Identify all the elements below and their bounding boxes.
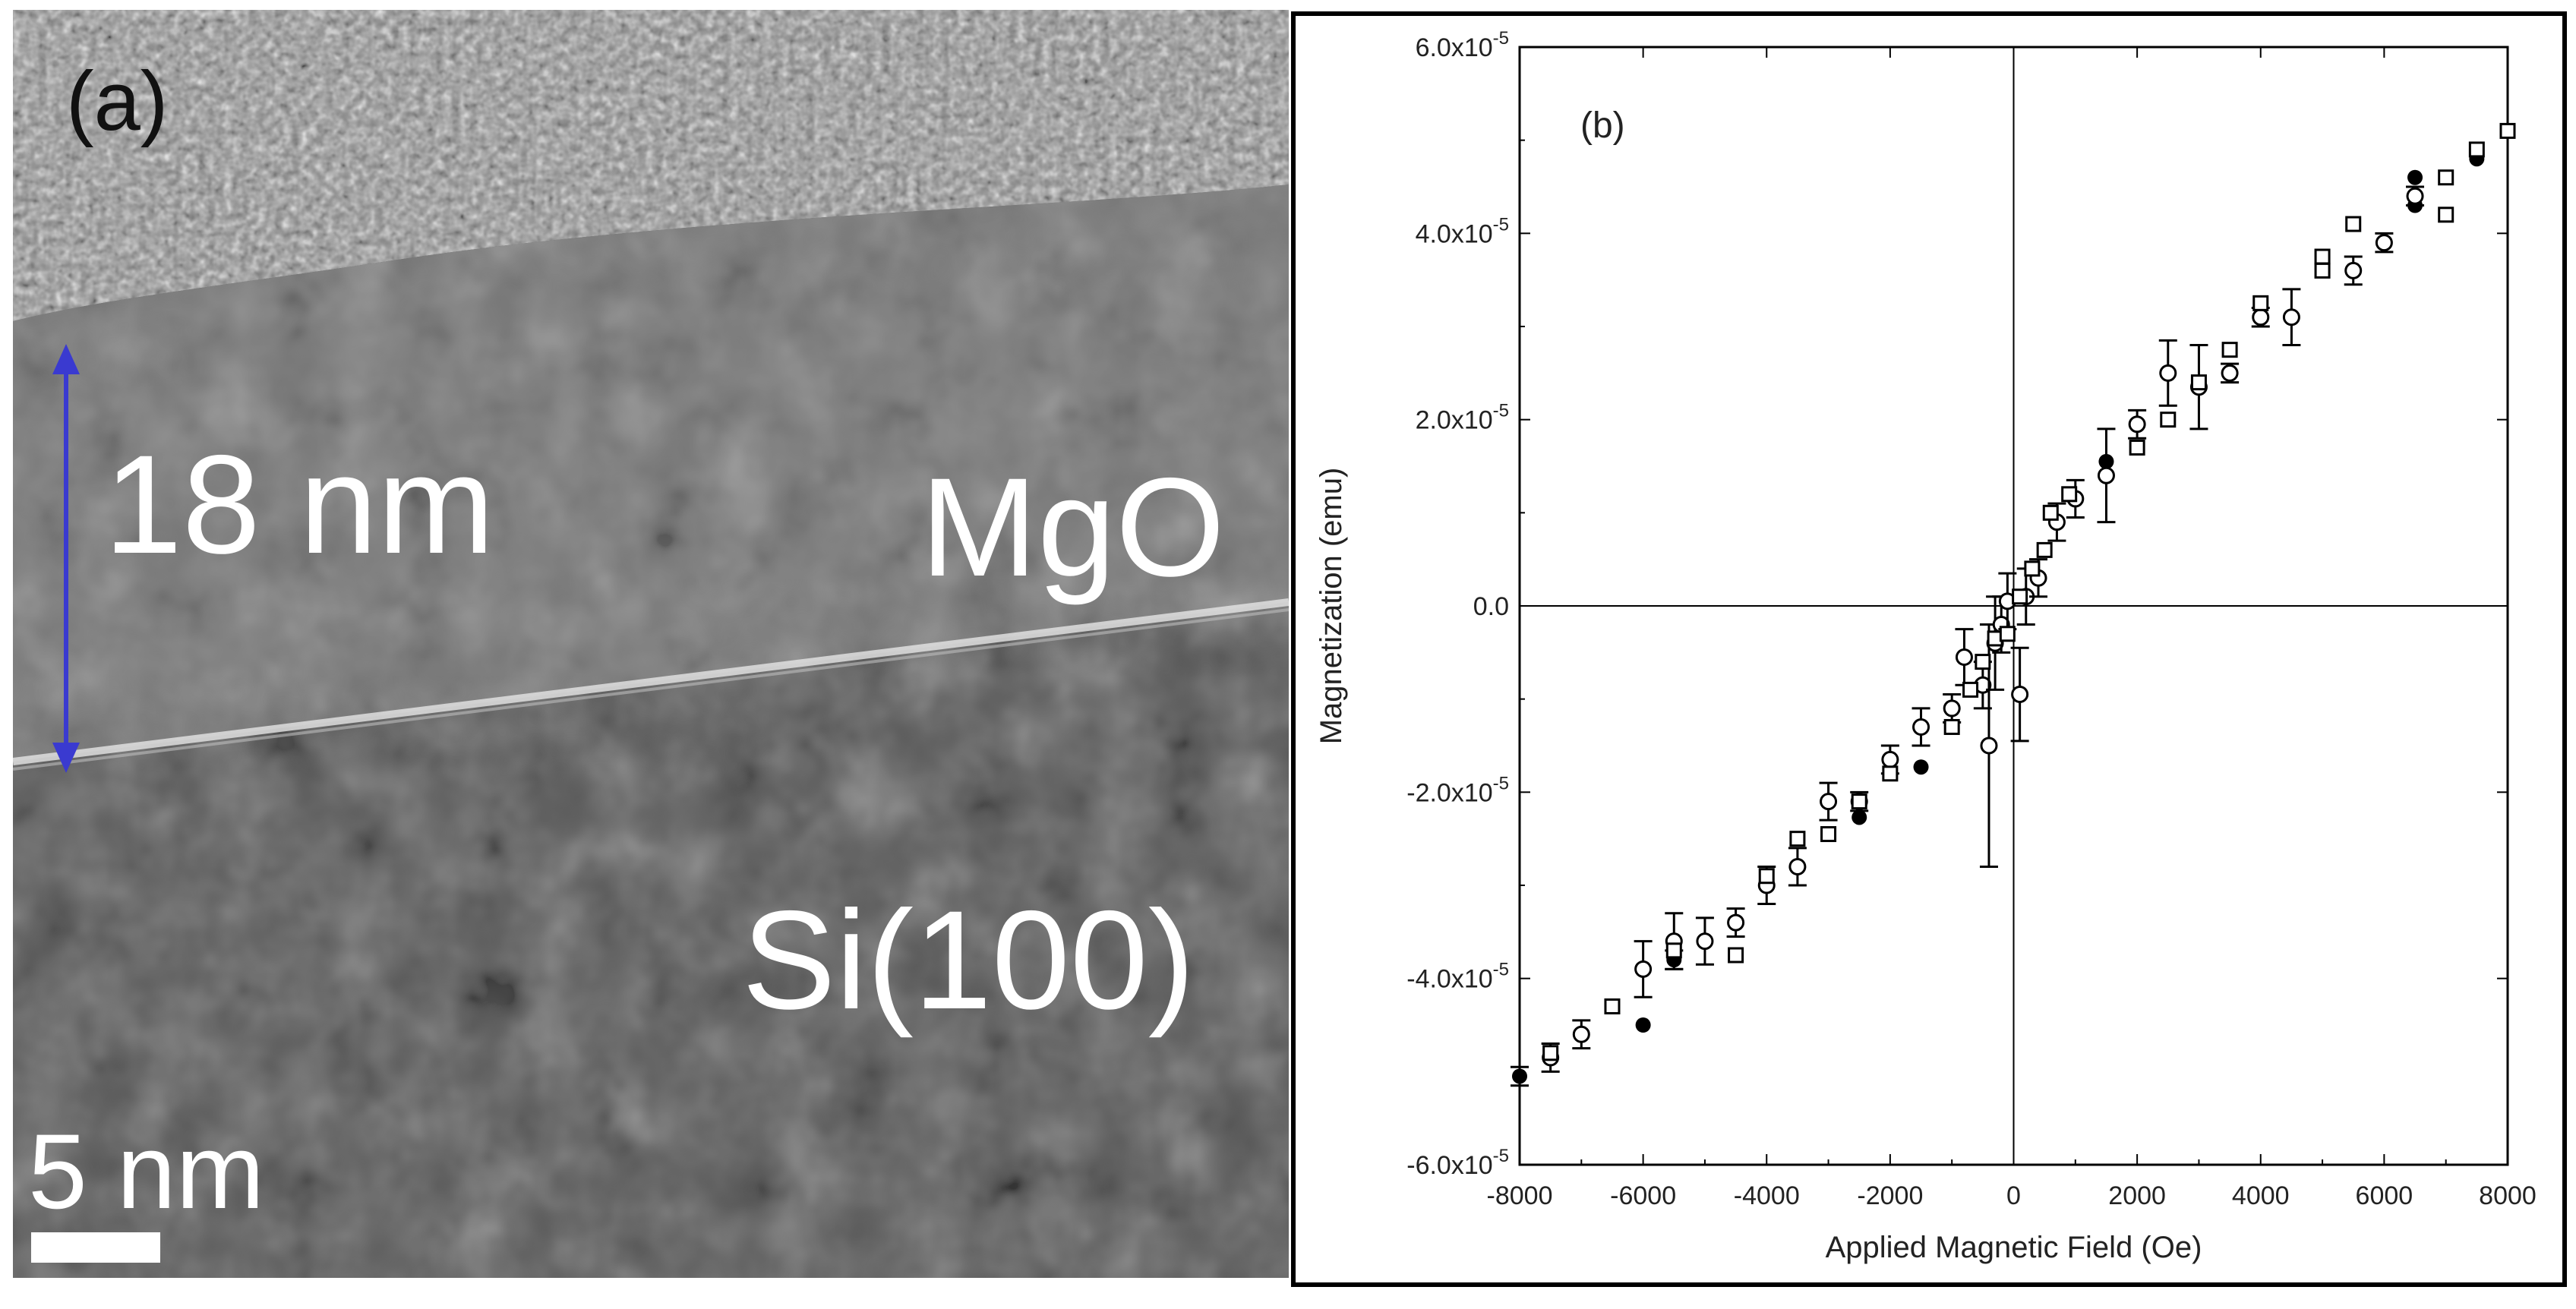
data-point xyxy=(2438,169,2454,186)
x-tick-label: -6000 xyxy=(1610,1181,1676,1210)
data-point xyxy=(1912,718,1930,736)
x-tick-label: 0 xyxy=(2006,1181,2021,1210)
series-open-circles xyxy=(1541,185,2425,1073)
series-open-squares xyxy=(1542,122,2516,1061)
data-point xyxy=(1634,960,1653,978)
data-point xyxy=(1820,826,1837,843)
x-tick-label: 8000 xyxy=(2479,1181,2537,1210)
data-point xyxy=(1962,681,1979,698)
y-tick-label: 2.0x10-5 xyxy=(1416,401,1509,435)
panel-b-label: (b) xyxy=(1580,106,1625,146)
data-point xyxy=(2407,169,2423,185)
data-point xyxy=(2129,439,2145,456)
data-point xyxy=(1913,759,1929,775)
data-point xyxy=(2221,364,2239,382)
data-point xyxy=(1604,998,1621,1014)
y-tick-label: 4.0x10-5 xyxy=(1416,214,1509,248)
data-point xyxy=(1881,750,1899,768)
data-point xyxy=(2314,262,2331,279)
data-point xyxy=(2406,187,2424,205)
data-point xyxy=(2024,560,2041,577)
x-tick-label: 4000 xyxy=(2232,1181,2290,1210)
data-point xyxy=(1727,913,1745,932)
data-point xyxy=(1980,737,1998,755)
data-point xyxy=(2344,261,2363,279)
data-point xyxy=(2097,466,2115,484)
data-point xyxy=(2468,141,2485,158)
data-point xyxy=(2190,374,2207,391)
si-substrate-label: Si(100) xyxy=(742,882,1195,1039)
data-point xyxy=(2012,588,2028,605)
tem-micrograph xyxy=(13,10,1289,1278)
thickness-label: 18 nm xyxy=(104,427,495,583)
data-point xyxy=(2252,308,2270,326)
data-point xyxy=(1758,868,1775,885)
data-point xyxy=(1882,765,1899,782)
scale-bar xyxy=(31,1232,160,1263)
x-tick-label: -2000 xyxy=(1857,1181,1923,1210)
data-point xyxy=(1999,626,2016,642)
data-point xyxy=(1512,1068,1527,1084)
data-point xyxy=(2345,216,2362,232)
x-tick-label: 6000 xyxy=(2356,1181,2413,1210)
data-point xyxy=(2160,412,2177,428)
data-point xyxy=(1635,1017,1651,1033)
data-point xyxy=(2375,234,2393,252)
data-point xyxy=(2499,122,2516,139)
data-point xyxy=(2011,686,2029,704)
data-point xyxy=(1820,793,1838,811)
magnetization-chart: -8000 -6000 -4000 -2000 0 2000 4000 6000 8000 -6.… xyxy=(1315,28,2537,1264)
data-point xyxy=(1955,648,1973,666)
y-tick-label: 0.0 xyxy=(1473,592,1509,621)
data-point xyxy=(2128,415,2146,434)
mgo-layer-label: MgO xyxy=(920,449,1225,606)
data-point xyxy=(1851,793,1867,810)
y-tick-label: 6.0x10-5 xyxy=(1416,28,1509,62)
data-point xyxy=(1696,932,1714,951)
tem-image-panel: (a) 18 nm MgO Si(100) 5 nm xyxy=(13,10,1289,1278)
data-point xyxy=(1542,1045,1559,1061)
data-point xyxy=(2438,207,2454,223)
chart-panel: -8000 -6000 -4000 -2000 0 2000 4000 6000 8000 -6.… xyxy=(1291,11,2567,1287)
data-point xyxy=(2036,541,2053,558)
data-point xyxy=(1788,857,1807,875)
x-tick-label: 2000 xyxy=(2108,1181,2166,1210)
panel-a-label: (a) xyxy=(66,55,169,148)
data-point xyxy=(1852,809,1867,825)
data-point xyxy=(2314,248,2331,265)
y-axis-label: Magnetization (emu) xyxy=(1315,468,1348,745)
data-point xyxy=(2061,486,2078,503)
y-tick-label: -6.0x10-5 xyxy=(1406,1146,1509,1180)
data-point xyxy=(1789,831,1806,847)
data-point xyxy=(2159,364,2177,382)
data-point xyxy=(2252,295,2269,311)
data-point xyxy=(2282,308,2300,326)
x-axis-label: Applied Magnetic Field (Oe) xyxy=(1826,1231,2202,1264)
data-point xyxy=(1572,1025,1590,1043)
data-point xyxy=(1943,718,1960,735)
y-tick-label: -4.0x10-5 xyxy=(1406,960,1509,994)
y-tick-label: -2.0x10-5 xyxy=(1406,773,1509,807)
data-point xyxy=(2221,342,2238,358)
x-tick-label: -4000 xyxy=(1734,1181,1800,1210)
data-point xyxy=(1728,947,1744,964)
data-point xyxy=(1943,699,1961,718)
data-point xyxy=(1975,654,1991,670)
data-point xyxy=(1665,942,1682,959)
scale-bar-label: 5 nm xyxy=(28,1112,265,1231)
data-point xyxy=(2042,504,2059,521)
x-tick-label: -8000 xyxy=(1487,1181,1553,1210)
